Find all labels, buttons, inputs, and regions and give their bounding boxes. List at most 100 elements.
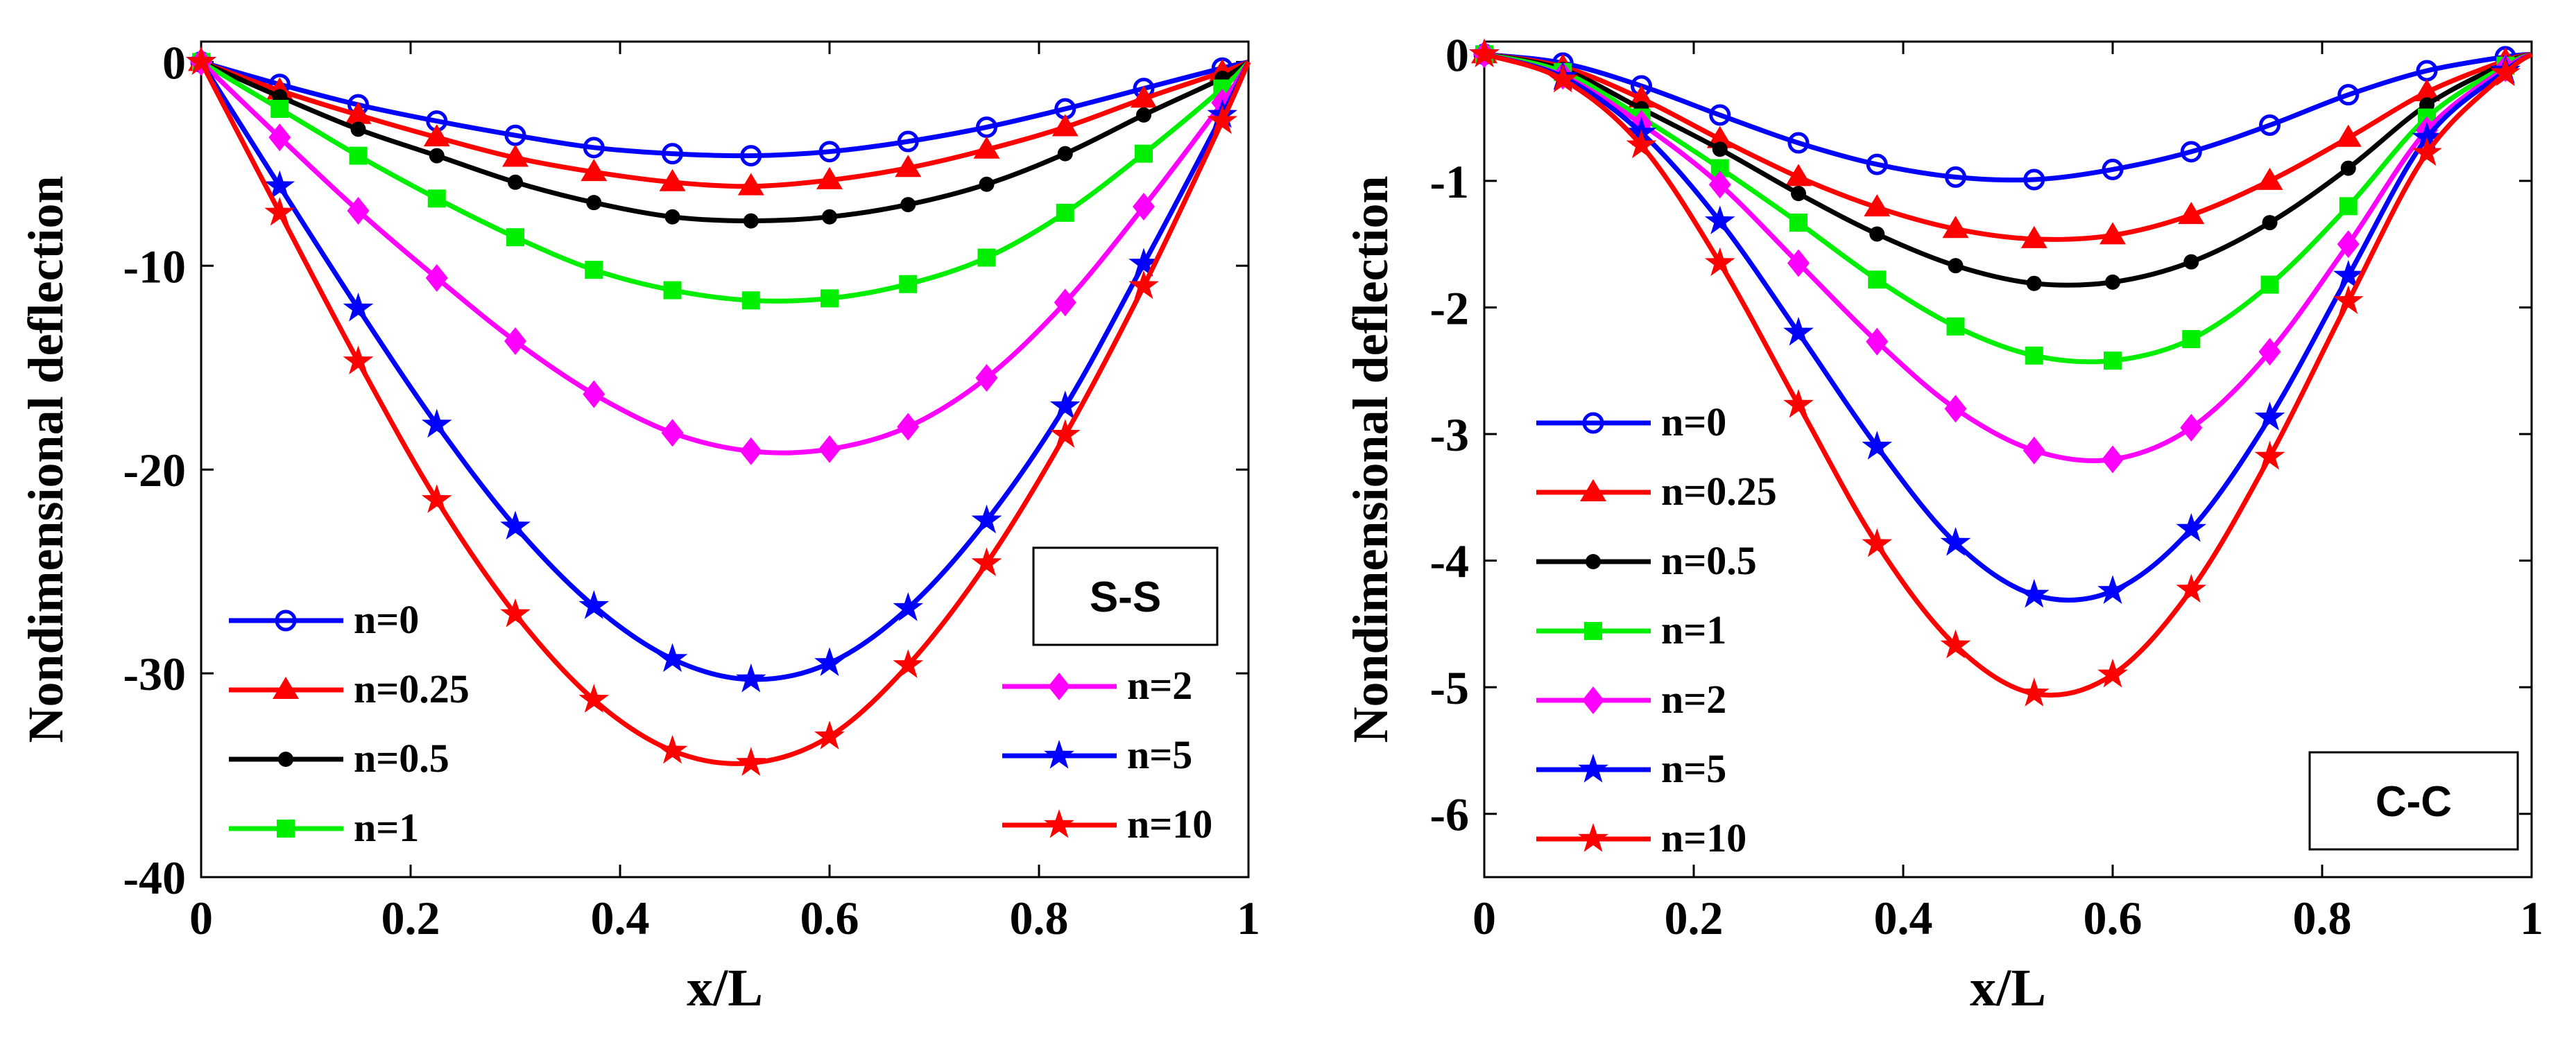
data-point <box>659 168 686 191</box>
data-point <box>2412 137 2442 166</box>
data-point <box>1868 270 1887 289</box>
data-point <box>1136 107 1151 123</box>
x-tick-label: 0.6 <box>800 892 859 944</box>
data-point <box>814 647 845 676</box>
data-point <box>2180 413 2203 442</box>
data-point <box>2102 445 2124 474</box>
legend-entry: n=2 <box>1536 677 1726 722</box>
legend-label: n=10 <box>1661 815 1746 860</box>
data-point <box>586 195 602 211</box>
data-point <box>2178 202 2205 225</box>
data-point <box>581 159 608 182</box>
data-point <box>661 419 684 447</box>
data-point <box>2339 197 2358 216</box>
data-point <box>664 209 680 225</box>
data-point <box>2105 274 2120 290</box>
x-tick-label: 0.4 <box>591 892 650 944</box>
data-point <box>2182 330 2201 349</box>
legend-marker <box>1044 740 1074 769</box>
data-point <box>2337 84 2360 106</box>
series-line <box>200 59 1249 159</box>
legend-entry: n=1 <box>229 805 419 850</box>
data-point <box>1704 247 1735 277</box>
data-point <box>821 289 839 308</box>
data-point <box>2180 141 2202 163</box>
data-point <box>735 663 766 693</box>
legend-marker <box>1578 754 1608 783</box>
data-point <box>2097 658 2128 688</box>
data-point <box>822 209 837 225</box>
data-point <box>1866 327 1889 356</box>
data-point <box>349 146 368 165</box>
data-point <box>1626 129 1657 159</box>
data-point <box>2018 677 2050 707</box>
x-tick-label: 0.2 <box>381 892 440 944</box>
data-point <box>1787 132 1810 154</box>
data-point <box>2097 575 2128 604</box>
legend-label: n=2 <box>1127 663 1192 708</box>
series-line <box>198 60 1251 766</box>
data-point <box>1946 317 1965 336</box>
data-point <box>1704 205 1735 234</box>
data-point <box>583 380 606 408</box>
data-point <box>1051 114 1079 137</box>
y-tick-label: -2 <box>1429 282 1469 334</box>
data-point <box>578 590 610 619</box>
x-tick-label: 0.8 <box>1010 892 1069 944</box>
data-point <box>663 281 682 300</box>
data-point <box>429 148 445 164</box>
legend: n=0 n=0.25 n=0.5 n=1 n=2 n=5 n=10 <box>1536 399 1777 860</box>
data-point <box>2414 79 2440 102</box>
y-axis-label: Nondimensional deflection <box>1343 175 1398 743</box>
data-point <box>1862 528 1893 557</box>
legend-label: n=5 <box>1127 732 1192 777</box>
data-point <box>971 547 1002 576</box>
series-n=0.25 <box>188 49 1250 196</box>
series-n=2 <box>190 48 1251 465</box>
legend-label: n=10 <box>1127 802 1212 847</box>
data-point <box>2335 124 2362 147</box>
data-point <box>1948 258 1964 274</box>
data-point <box>814 720 845 750</box>
data-point <box>2254 440 2285 470</box>
data-point <box>1049 419 1081 448</box>
data-point <box>2333 259 2364 289</box>
legend-marker <box>1586 554 1601 569</box>
data-point <box>504 327 526 356</box>
legend-label: n=0.25 <box>354 666 470 711</box>
legend-entry: n=0 <box>229 597 419 642</box>
data-point <box>657 643 688 673</box>
data-point <box>2340 160 2356 176</box>
y-tick-label: -1 <box>1429 155 1469 208</box>
plot-area <box>1469 38 2534 707</box>
data-point <box>816 166 843 189</box>
data-point <box>2333 285 2364 314</box>
data-point <box>1942 216 1969 239</box>
data-point <box>973 136 1000 159</box>
data-point <box>743 213 759 229</box>
bc-annotation-box <box>1032 546 1219 646</box>
x-tick-label: 0.8 <box>2293 892 2352 944</box>
data-point <box>740 145 762 167</box>
y-tick-label: -3 <box>1429 408 1469 461</box>
data-point <box>899 275 918 293</box>
data-point <box>2018 578 2050 608</box>
data-point <box>264 170 295 200</box>
data-point <box>1547 63 1579 93</box>
data-point <box>1944 395 1967 423</box>
data-point <box>506 228 524 247</box>
legend-marker <box>277 820 295 838</box>
y-tick-label: -30 <box>123 648 186 700</box>
bc-annotation: S-S <box>1032 546 1219 646</box>
data-point <box>737 173 764 196</box>
data-point <box>343 345 374 374</box>
data-point <box>1128 270 1159 300</box>
legend-entry: n=0 <box>1536 399 1726 444</box>
y-tick-label: -6 <box>1429 788 1469 841</box>
data-point <box>1940 629 1971 659</box>
data-point <box>1940 527 1971 556</box>
data-point <box>1056 203 1074 222</box>
data-point <box>1128 248 1159 277</box>
y-axis-label: Nondimensional deflection <box>18 175 74 743</box>
data-point <box>347 196 370 225</box>
